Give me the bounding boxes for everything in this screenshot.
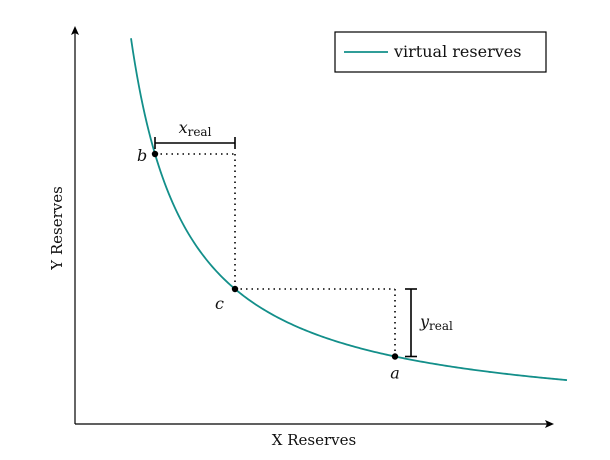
y-real-label: yreal [419, 312, 453, 333]
x-real-bracket [154, 137, 236, 149]
x-axis-arrow [545, 420, 554, 428]
legend: virtual reserves [334, 31, 547, 73]
legend-entry: virtual reserves [393, 42, 521, 61]
point-c [231, 285, 239, 293]
y-axis-arrow [71, 26, 79, 35]
x-real-label: xreal [179, 118, 212, 139]
point-a [391, 353, 399, 360]
y-axis-label: Y Reserves [48, 186, 66, 271]
point-label-b: b [137, 146, 147, 165]
points-layer: b c a [137, 146, 400, 383]
point-b [151, 150, 159, 158]
point-label-c: c [215, 294, 224, 313]
x-axis-label: X Reserves [272, 431, 356, 449]
point-label-a: a [390, 364, 400, 383]
y-real-bracket [405, 288, 417, 358]
virtual-reserves-curve [130, 38, 568, 381]
